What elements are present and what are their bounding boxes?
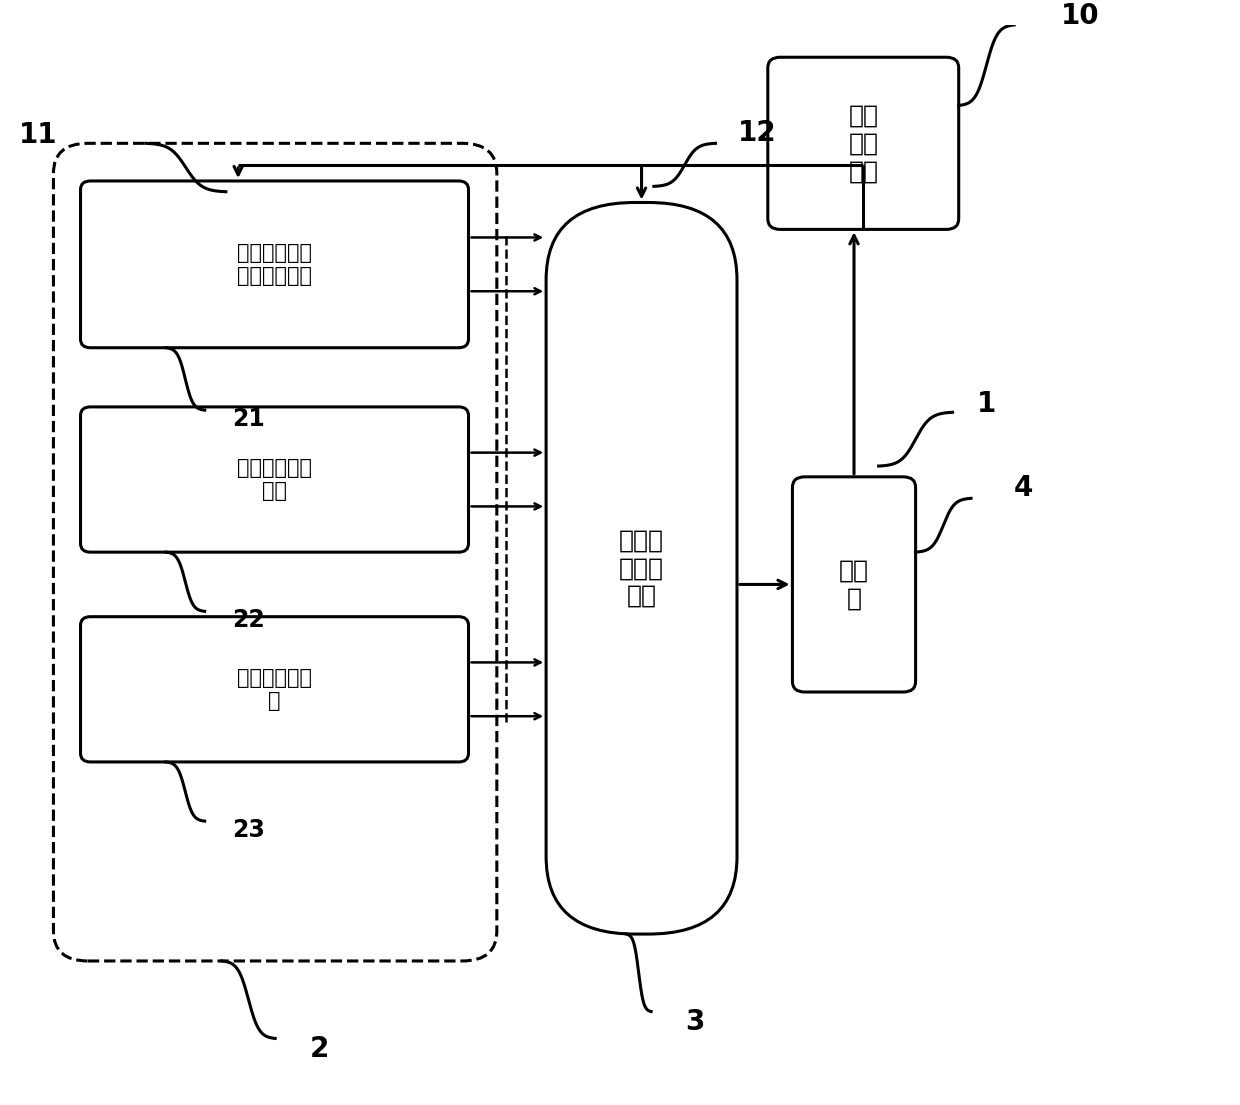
Text: 11: 11 [19,120,57,149]
Text: 22: 22 [232,608,264,632]
Text: 信号
同步
模块: 信号 同步 模块 [848,104,878,183]
FancyBboxPatch shape [81,407,469,552]
Text: 3: 3 [686,1008,706,1036]
FancyBboxPatch shape [81,181,469,348]
Text: 血氧信息采集
系统: 血氧信息采集 系统 [237,457,312,502]
Text: 23: 23 [232,818,264,842]
Text: 信号缓
存，预
处理: 信号缓 存，预 处理 [619,528,665,608]
FancyBboxPatch shape [546,202,737,934]
FancyBboxPatch shape [792,477,915,692]
Text: 4: 4 [1014,474,1033,502]
FancyBboxPatch shape [53,144,497,961]
Text: 2: 2 [310,1035,329,1063]
FancyBboxPatch shape [768,57,959,230]
Text: 10: 10 [1061,2,1100,30]
Text: 上位
机: 上位 机 [839,558,869,610]
Text: 电生理采集系
统: 电生理采集系 统 [237,667,312,711]
Text: 激光散斑血流
成像采集系统: 激光散斑血流 成像采集系统 [237,243,312,286]
Text: 12: 12 [738,118,776,147]
Text: 1: 1 [977,390,997,418]
Text: 21: 21 [232,407,264,431]
FancyBboxPatch shape [81,617,469,762]
